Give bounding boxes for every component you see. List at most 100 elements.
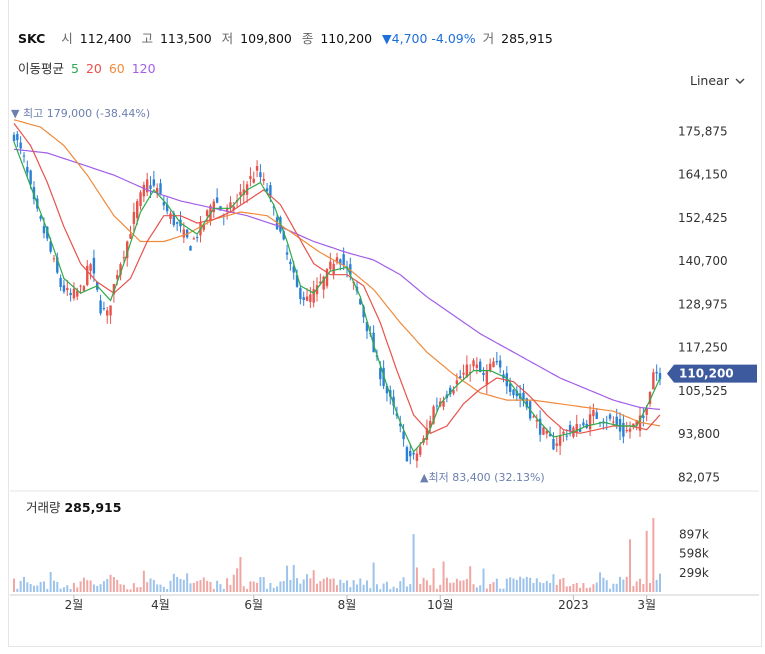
candle-body	[655, 371, 658, 374]
volume-bar	[109, 574, 112, 592]
candle-body	[255, 166, 259, 171]
candle-body	[315, 285, 319, 295]
candles-group	[12, 130, 662, 468]
volume-bar	[619, 576, 622, 592]
volume-bar	[592, 584, 595, 592]
ma-20-label[interactable]: 20	[85, 61, 102, 76]
candle-body	[299, 287, 302, 300]
volume-bar	[139, 587, 142, 592]
volume-bar	[249, 581, 252, 592]
x-tick-label: 8월	[338, 598, 357, 612]
candle-body	[612, 421, 615, 423]
scale-dropdown[interactable]: Linear	[690, 73, 745, 88]
candle-body	[149, 185, 152, 189]
ma60-line	[13, 119, 661, 427]
candle-body	[415, 453, 419, 461]
volume-bar	[545, 580, 548, 592]
candle-body	[552, 439, 555, 450]
candle-body	[638, 415, 642, 431]
y-tick-label: 93,800	[678, 427, 720, 441]
volume-bar	[242, 586, 245, 592]
volume-bar	[59, 588, 62, 592]
candle-body	[122, 257, 126, 259]
candle-body	[155, 187, 159, 193]
volume-bar	[136, 587, 139, 592]
candle-body	[468, 372, 472, 374]
volume-bar	[56, 581, 59, 592]
volume-bar	[66, 585, 69, 592]
candle-body	[325, 268, 329, 287]
volume-bar	[306, 574, 309, 592]
candle-body	[362, 306, 365, 318]
candle-body	[525, 398, 529, 408]
x-tick-label: 2023	[558, 598, 589, 612]
candle-body	[86, 265, 89, 285]
candle-body	[452, 390, 455, 394]
volume-bar	[505, 578, 508, 592]
candle-body	[498, 360, 502, 368]
volume-bar	[509, 577, 512, 592]
volume-bar	[555, 584, 558, 592]
candle-body	[259, 172, 262, 178]
candle-body	[578, 428, 582, 432]
quote-header: SKC 시 112,400 고 113,500 저 109,800 종 110,…	[18, 28, 559, 47]
volume-bar	[116, 579, 119, 592]
candle-body	[425, 428, 429, 440]
volume-bar	[375, 584, 378, 592]
low-label: 저	[221, 31, 234, 46]
volume-bar	[296, 578, 299, 592]
ma-120-label[interactable]: 120	[131, 61, 156, 76]
ma-5-label[interactable]: 5	[71, 61, 79, 76]
candle-body	[16, 134, 19, 141]
volume-bar	[52, 580, 55, 592]
volume-bar	[272, 587, 275, 592]
volume-tick-label: 897k	[679, 527, 709, 541]
current-price-tag	[667, 364, 757, 383]
volume-bar	[385, 581, 388, 592]
volume-bar	[349, 587, 352, 592]
candle-body	[618, 418, 622, 432]
volume-bar	[382, 583, 385, 592]
candle-body	[635, 420, 638, 426]
candle-body	[62, 285, 66, 292]
candle-body	[112, 284, 116, 295]
candle-body	[56, 257, 59, 273]
candle-body	[475, 364, 479, 368]
candle-body	[568, 424, 572, 432]
volume-bar	[316, 583, 319, 592]
volume-bar	[549, 582, 552, 592]
ma-60-label[interactable]: 60	[108, 61, 125, 76]
volume-bar	[362, 584, 365, 592]
candle-body	[359, 298, 362, 305]
volume-bar	[445, 577, 448, 592]
x-tick-label: 4월	[151, 598, 170, 612]
candle-body	[215, 197, 219, 203]
volume-bar	[489, 583, 492, 592]
volume-bar	[309, 578, 312, 592]
volume-tick-label: 299k	[679, 566, 709, 580]
candle-body	[478, 361, 482, 373]
volume-bar	[199, 580, 202, 592]
volume-bar	[599, 572, 602, 592]
candle-body	[92, 257, 96, 274]
volume-bar	[502, 588, 505, 592]
y-tick-label: 140,700	[678, 254, 728, 268]
volume-bar	[179, 578, 182, 592]
candle-body	[429, 420, 432, 429]
candle-body	[515, 390, 519, 397]
chart-frame	[8, 0, 762, 647]
candle-body	[642, 415, 645, 418]
volume-bar	[345, 580, 348, 592]
volume-bar	[226, 578, 229, 592]
scale-label: Linear	[690, 73, 729, 88]
candle-body	[292, 266, 295, 273]
volume-bar	[126, 589, 129, 592]
candle-body	[262, 178, 265, 181]
volume-bar	[429, 585, 432, 592]
volume-bar	[355, 584, 358, 592]
candle-body	[26, 166, 29, 173]
y-tick-label: 164,150	[678, 168, 728, 182]
volume-bar	[659, 573, 661, 592]
volume-bar	[92, 584, 95, 592]
